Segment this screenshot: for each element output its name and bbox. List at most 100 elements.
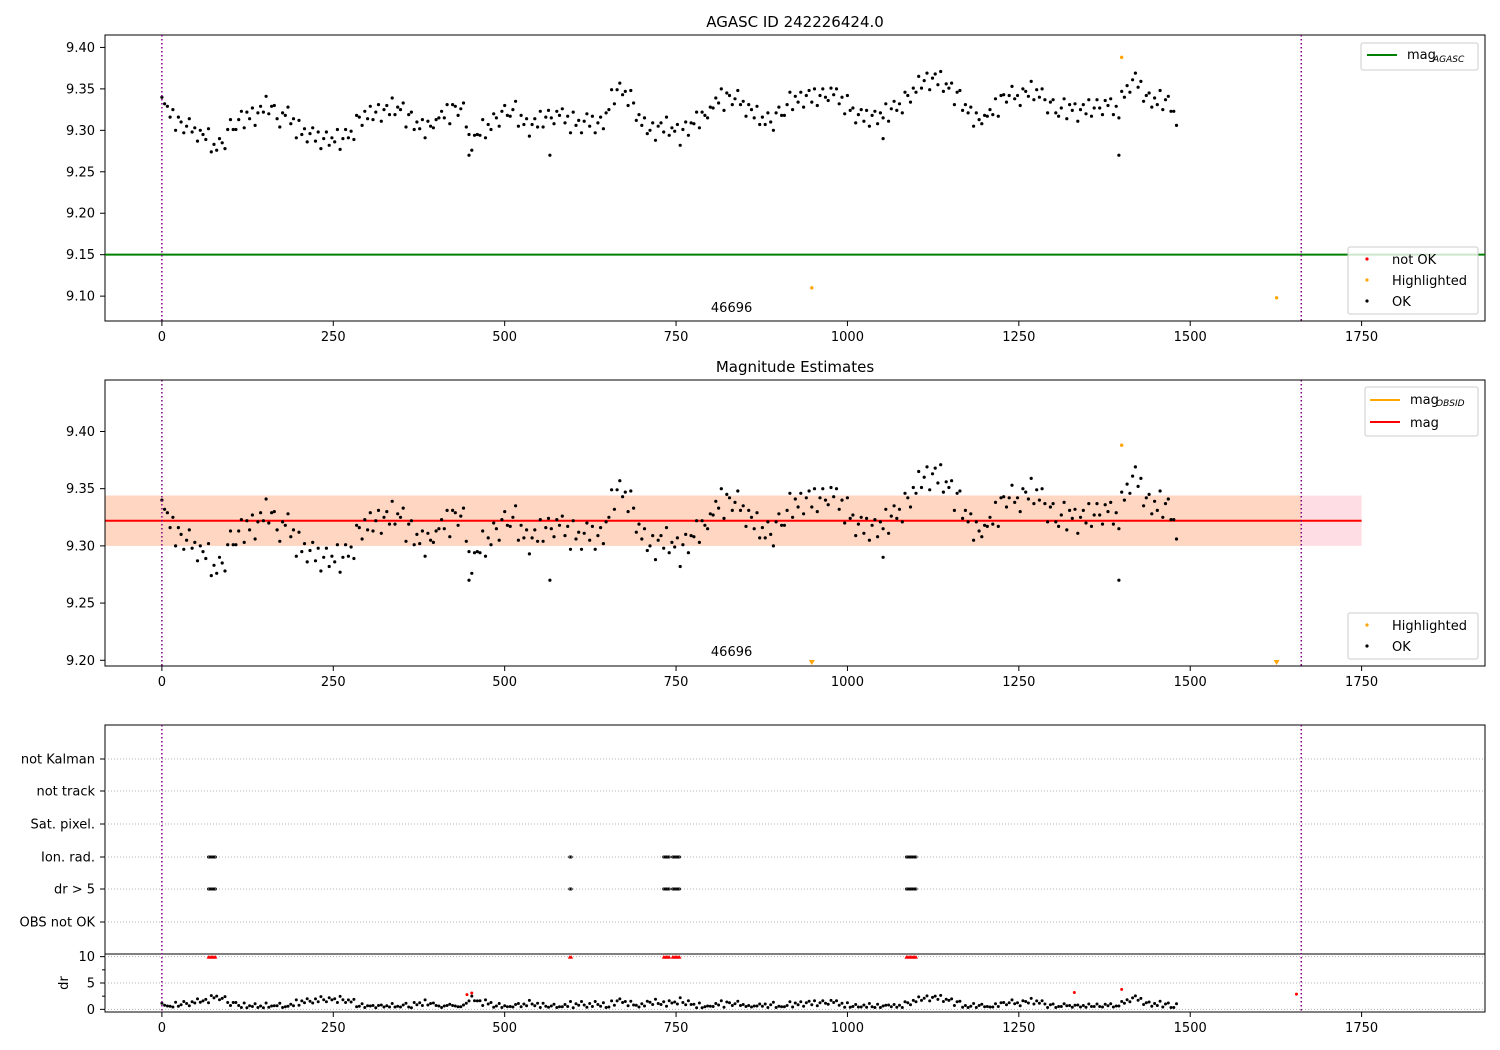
ok-point: [407, 113, 411, 117]
ok-point: [642, 116, 647, 120]
ok-point: [429, 538, 433, 542]
dr-point: [1131, 996, 1135, 1000]
ok-point: [1068, 508, 1072, 512]
ok-point: [744, 114, 748, 118]
ok-point: [876, 122, 880, 126]
ok-point: [445, 508, 449, 512]
ok-point: [563, 121, 567, 125]
ok-point: [259, 104, 263, 108]
dr-point: [870, 1005, 874, 1009]
ok-point: [906, 93, 910, 98]
ok-point: [418, 127, 422, 131]
ok-point: [911, 86, 915, 90]
dr-clipped-marker: [667, 955, 672, 959]
ok-point: [171, 108, 175, 112]
flag-row-label: OBS not OK: [20, 916, 96, 931]
legend-marker-ok: [1365, 299, 1369, 303]
x-tick-label: 250: [321, 675, 346, 690]
ok-point: [596, 534, 600, 538]
flag-point: [671, 855, 675, 859]
ok-point: [610, 488, 614, 492]
ok-point: [456, 113, 460, 117]
ok-point: [283, 113, 287, 117]
ok-point: [601, 542, 606, 546]
dr-point: [873, 1006, 877, 1009]
ok-point: [744, 524, 748, 529]
dr-point: [368, 1004, 372, 1008]
legend-label-mag: mag: [1410, 416, 1439, 431]
ok-point: [977, 529, 981, 533]
ok-point: [1150, 512, 1154, 516]
ok-point: [500, 109, 504, 113]
ok-point: [333, 560, 337, 564]
legend-label-highlighted: Highlighted: [1392, 274, 1467, 289]
ok-point: [442, 527, 446, 531]
dr-point: [555, 1006, 559, 1009]
ok-point: [176, 526, 180, 530]
ok-point: [467, 153, 471, 157]
dr-tick-label: 10: [78, 950, 95, 965]
ok-point: [1100, 113, 1105, 117]
ok-point: [1161, 108, 1165, 112]
ok-point: [1073, 102, 1077, 106]
flag-point: [675, 887, 679, 891]
dr-point: [766, 1006, 770, 1009]
ok-point: [174, 128, 178, 132]
ok-point: [667, 133, 671, 137]
dr-point: [541, 1001, 545, 1005]
dr-point: [404, 1001, 408, 1005]
ok-point: [527, 552, 532, 556]
ok-point: [412, 127, 416, 132]
ok-point: [615, 488, 619, 492]
ok-point: [579, 547, 584, 551]
ok-point: [755, 104, 759, 108]
flag-point: [666, 887, 670, 891]
ok-point: [1111, 522, 1115, 526]
dr-point: [686, 999, 690, 1003]
ok-point: [338, 147, 342, 151]
dr-point: [681, 1001, 685, 1004]
ok-point: [1106, 103, 1110, 108]
ok-point: [187, 528, 191, 532]
x-tick-label: 750: [664, 1021, 689, 1036]
ok-point: [818, 496, 822, 500]
dr-point: [248, 1004, 252, 1008]
ok-point: [645, 132, 649, 136]
ok-point: [919, 86, 924, 90]
ok-point: [1054, 520, 1058, 524]
ok-point: [1106, 510, 1110, 514]
dr-point: [826, 1002, 830, 1006]
ok-point: [494, 527, 498, 531]
ok-point: [695, 110, 699, 114]
ok-point: [1158, 489, 1162, 493]
dr-point: [862, 1003, 866, 1007]
dr-point: [475, 999, 479, 1003]
dr-point: [1144, 1001, 1148, 1005]
ok-point: [881, 527, 885, 531]
ok-point: [1142, 99, 1146, 103]
dr-point: [538, 1006, 542, 1009]
dr-point: [481, 1004, 485, 1007]
ok-point: [193, 126, 197, 130]
dr-point: [1051, 1002, 1055, 1006]
ok-point: [461, 101, 466, 105]
dr-point: [382, 1005, 386, 1009]
flag-point: [213, 887, 217, 891]
dr-point: [599, 1004, 603, 1008]
ok-point: [1062, 500, 1066, 504]
dr-point: [859, 1005, 863, 1009]
dr-point: [407, 1005, 411, 1009]
ok-point: [941, 490, 946, 494]
ok-point: [248, 117, 252, 121]
x-tick-label: 500: [492, 1021, 517, 1036]
ok-point: [873, 109, 877, 113]
ok-point: [519, 113, 523, 117]
ok-point: [848, 108, 852, 112]
dr-point: [549, 1004, 553, 1008]
ok-point: [256, 111, 260, 115]
x-tick-label: 1500: [1174, 1021, 1207, 1036]
ok-point: [426, 119, 430, 123]
ok-point: [508, 524, 512, 529]
ok-point: [242, 540, 246, 545]
flag-point: [676, 887, 680, 891]
